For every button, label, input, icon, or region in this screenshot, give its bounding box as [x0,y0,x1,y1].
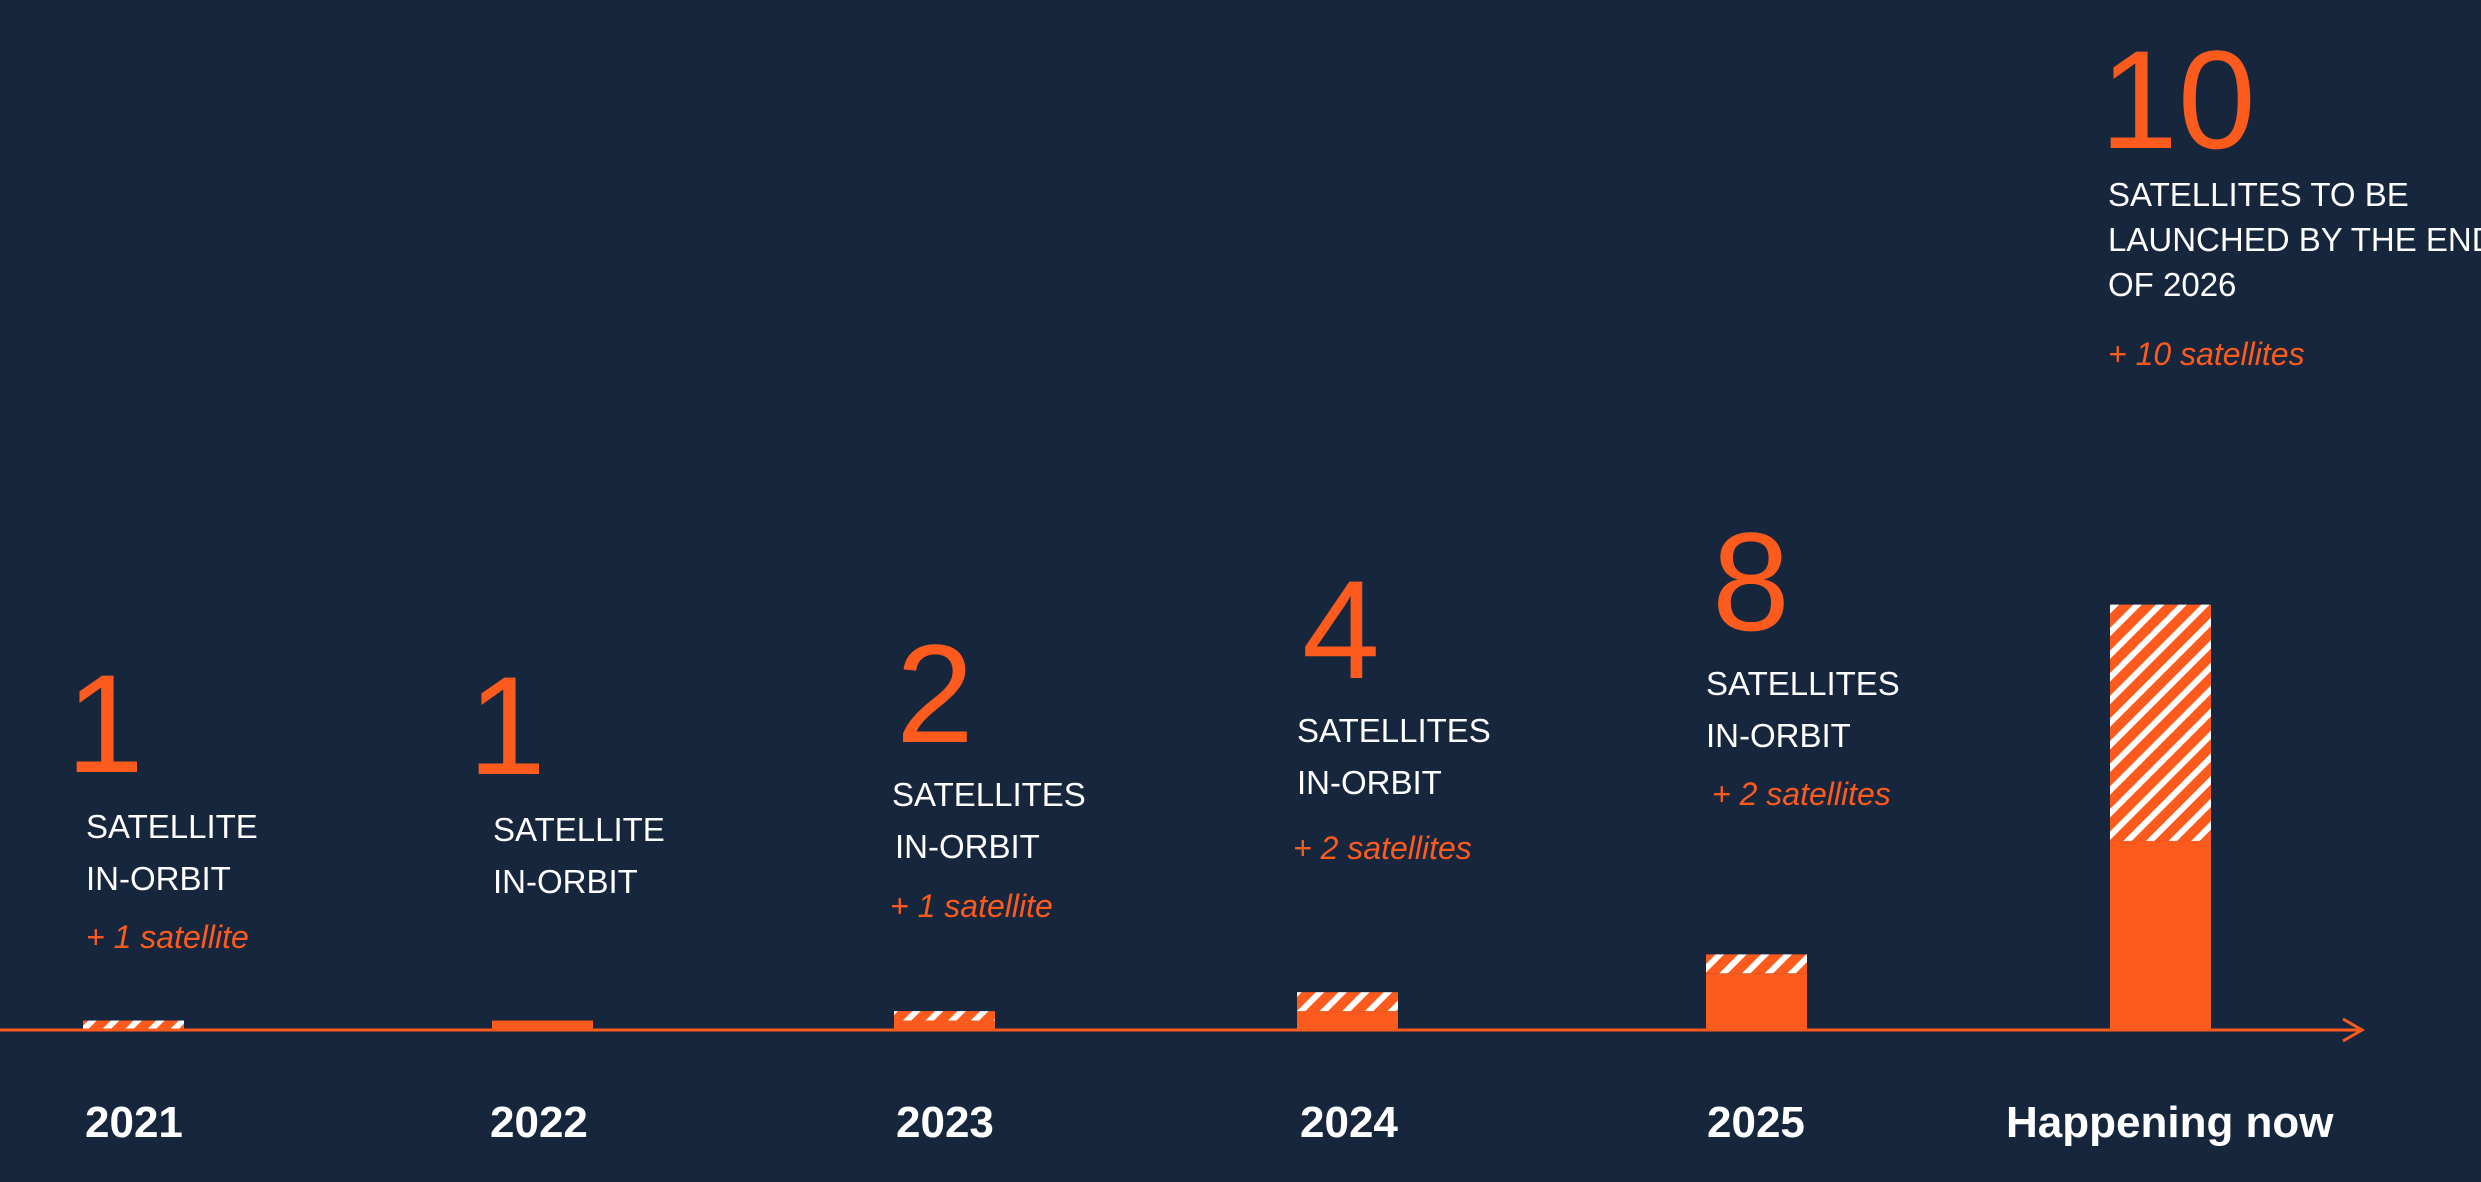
label-2021-line1: SATELLITE [86,808,258,845]
label-happening-now-line2: LAUNCHED BY THE END [2108,221,2481,258]
total-2022: 1 [468,647,546,804]
bar-hatched-2024 [1297,992,1398,1012]
delta-2025: + 2 satellites [1712,776,1891,812]
label-2023-line1: SATELLITES [892,776,1086,813]
label-2024-line2: IN-ORBIT [1297,764,1442,801]
bar-hatched-2023 [894,1011,995,1021]
year-happening-now: Happening now [2006,1098,2334,1147]
year-2022: 2022 [490,1098,588,1147]
year-2024: 2024 [1300,1098,1398,1147]
delta-happening-now: + 10 satellites [2108,336,2305,372]
label-2022-line1: SATELLITE [493,811,665,848]
bar-solid-2024 [1297,1011,1398,1030]
label-2024: SATELLITES IN-ORBIT [1297,705,1491,809]
bar-solid-happening-now [2110,840,2211,1030]
bar-solid-2025 [1706,973,1807,1030]
delta-2021: + 1 satellite [86,919,249,955]
label-2023: SATELLITES IN-ORBIT [892,769,1086,873]
total-2021: 1 [66,645,144,802]
delta-2023: + 1 satellite [890,888,1053,924]
x-axis-arrow [2342,1017,2365,1043]
label-happening-now-line1: SATELLITES TO BE [2108,176,2409,213]
label-2021: SATELLITE IN-ORBIT [86,801,258,905]
year-2025: 2025 [1707,1098,1805,1147]
bar-solid-2022 [492,1020,593,1030]
label-2025: SATELLITES IN-ORBIT [1706,658,1900,762]
bar-hatched-2025 [1706,954,1807,974]
bar-solid-2023 [894,1020,995,1030]
total-happening-now: 10 [2100,21,2256,178]
label-2021-line2: IN-ORBIT [86,860,231,897]
bar-hatched-happening-now [2110,604,2211,841]
label-happening-now-line3: OF 2026 [2108,266,2237,303]
total-2024: 4 [1302,551,1380,708]
total-2023: 2 [896,615,974,772]
label-2024-line1: SATELLITES [1297,712,1491,749]
total-2025: 8 [1712,503,1790,660]
year-2023: 2023 [896,1098,994,1147]
label-2023-line2: IN-ORBIT [895,828,1040,865]
label-happening-now: SATELLITES TO BE LAUNCHED BY THE END OF … [2108,172,2481,307]
label-2022: SATELLITE IN-ORBIT [493,804,665,908]
label-2025-line1: SATELLITES [1706,665,1900,702]
label-2025-line2: IN-ORBIT [1706,717,1851,754]
bar-hatched-2021 [83,1020,184,1030]
year-2021: 2021 [85,1098,183,1147]
delta-2024: + 2 satellites [1293,830,1472,866]
label-2022-line2: IN-ORBIT [493,863,638,900]
